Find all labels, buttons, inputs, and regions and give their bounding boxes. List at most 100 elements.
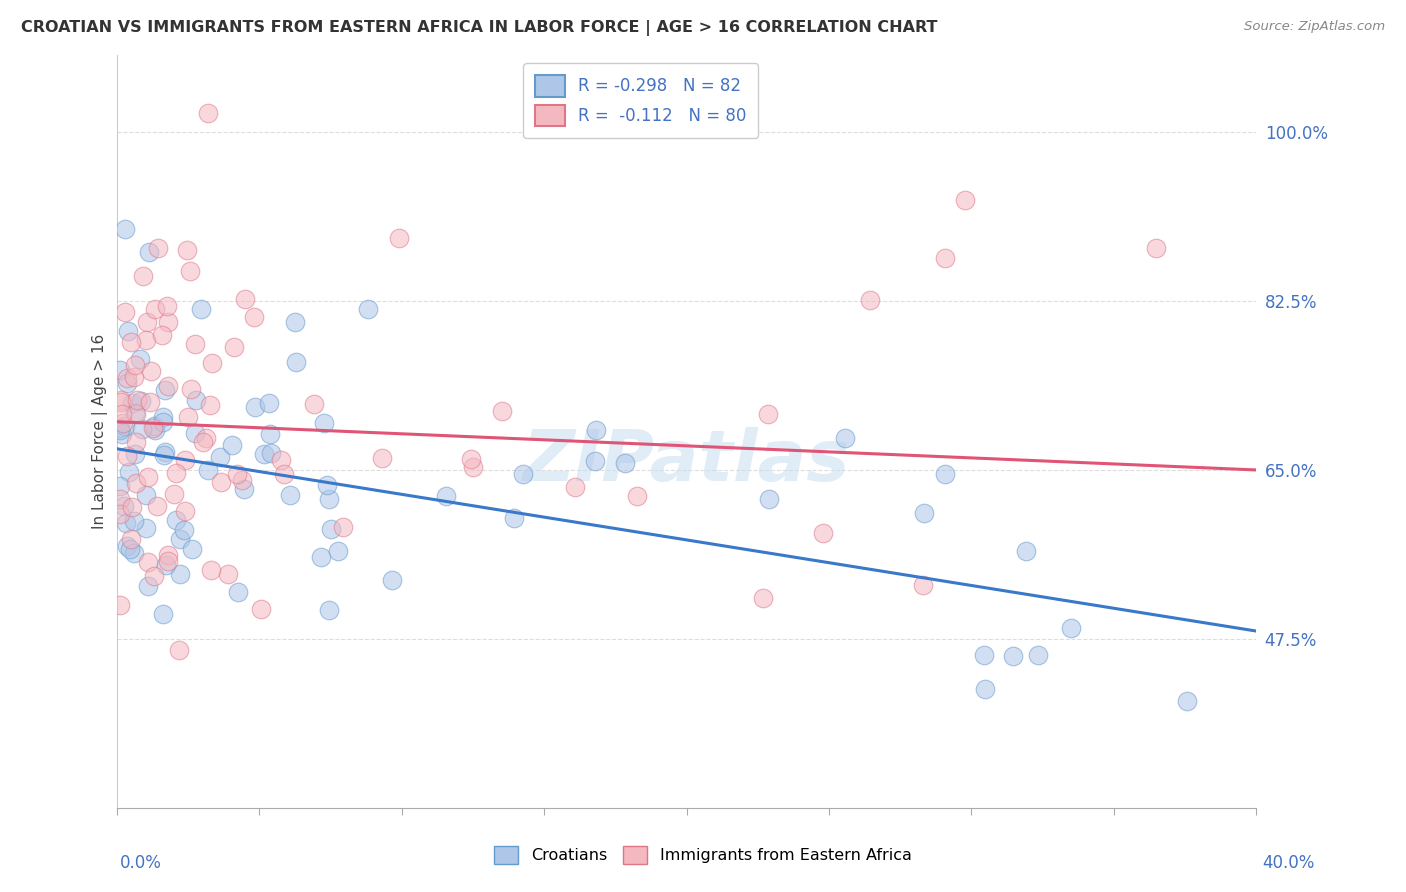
- Point: [115, 516, 138, 531]
- Point: [195, 431, 218, 445]
- Point: [174, 504, 197, 518]
- Point: [114, 221, 136, 235]
- Point: [156, 314, 179, 328]
- Point: [148, 241, 170, 255]
- Point: [153, 383, 176, 397]
- Point: [136, 315, 159, 329]
- Point: [121, 500, 143, 514]
- Point: [153, 448, 176, 462]
- Point: [124, 447, 146, 461]
- Point: [156, 554, 179, 568]
- Point: [316, 478, 339, 492]
- Point: [173, 453, 195, 467]
- Point: [110, 395, 132, 409]
- Point: [934, 251, 956, 265]
- Point: [124, 358, 146, 372]
- Point: [117, 325, 139, 339]
- Point: [132, 268, 155, 283]
- Point: [613, 456, 636, 470]
- Point: [191, 434, 214, 449]
- Point: [146, 499, 169, 513]
- Point: [142, 419, 165, 434]
- Point: [124, 514, 146, 528]
- Point: [125, 475, 148, 490]
- Point: [974, 681, 997, 696]
- Point: [120, 532, 142, 546]
- Point: [131, 422, 153, 436]
- Point: [1060, 621, 1083, 635]
- Point: [1015, 544, 1038, 558]
- Point: [278, 488, 301, 502]
- Point: [226, 585, 249, 599]
- Point: [180, 383, 202, 397]
- Point: [314, 417, 336, 431]
- Point: [756, 407, 779, 421]
- Point: [217, 567, 239, 582]
- Point: [273, 467, 295, 482]
- Point: [108, 507, 131, 521]
- Point: [224, 340, 246, 354]
- Point: [118, 541, 141, 556]
- Point: [115, 539, 138, 553]
- Point: [110, 392, 132, 407]
- Point: [270, 453, 292, 467]
- Point: [512, 467, 534, 482]
- Point: [183, 426, 205, 441]
- Point: [138, 245, 160, 260]
- Point: [184, 337, 207, 351]
- Point: [326, 544, 349, 558]
- Point: [332, 519, 354, 533]
- Point: [953, 193, 976, 207]
- Point: [309, 549, 332, 564]
- Point: [198, 399, 221, 413]
- Point: [153, 444, 176, 458]
- Point: [912, 506, 935, 520]
- Point: [834, 431, 856, 445]
- Point: [121, 396, 143, 410]
- Point: [751, 591, 773, 606]
- Point: [242, 310, 264, 325]
- Point: [114, 418, 136, 433]
- Point: [125, 407, 148, 421]
- Point: [1144, 241, 1167, 255]
- Point: [253, 447, 276, 461]
- Point: [136, 555, 159, 569]
- Point: [321, 523, 343, 537]
- Point: [108, 423, 131, 437]
- Point: [934, 467, 956, 481]
- Point: [184, 392, 207, 407]
- Point: [387, 231, 409, 245]
- Legend: Croatians, Immigrants from Eastern Africa: Croatians, Immigrants from Eastern Afric…: [488, 839, 918, 871]
- Point: [371, 450, 394, 465]
- Point: [108, 492, 131, 507]
- Point: [115, 376, 138, 390]
- Point: [626, 489, 648, 503]
- Point: [136, 578, 159, 592]
- Point: [142, 569, 165, 583]
- Point: [120, 334, 142, 349]
- Point: [139, 395, 162, 409]
- Point: [232, 482, 254, 496]
- Point: [176, 409, 198, 424]
- Point: [108, 363, 131, 377]
- Point: [813, 525, 835, 540]
- Text: 0.0%: 0.0%: [120, 854, 162, 871]
- Point: [115, 449, 138, 463]
- Point: [156, 299, 179, 313]
- Point: [169, 566, 191, 581]
- Point: [176, 243, 198, 257]
- Point: [209, 475, 232, 489]
- Text: ZIPatlas: ZIPatlas: [523, 427, 851, 496]
- Point: [190, 302, 212, 317]
- Point: [585, 424, 607, 438]
- Point: [911, 578, 934, 592]
- Point: [260, 446, 283, 460]
- Point: [564, 480, 586, 494]
- Point: [758, 492, 780, 507]
- Point: [143, 423, 166, 437]
- Point: [434, 489, 457, 503]
- Point: [108, 479, 131, 493]
- Point: [1002, 649, 1025, 664]
- Point: [245, 400, 267, 414]
- Point: [163, 487, 186, 501]
